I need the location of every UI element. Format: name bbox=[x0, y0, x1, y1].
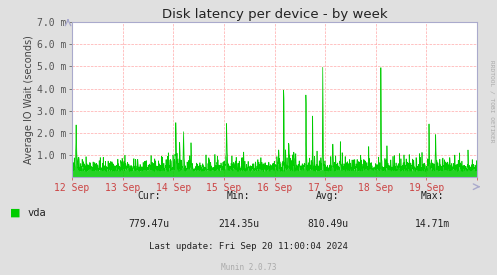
Text: vda: vda bbox=[27, 208, 46, 218]
Text: 214.35u: 214.35u bbox=[218, 219, 259, 229]
Text: Last update: Fri Sep 20 11:00:04 2024: Last update: Fri Sep 20 11:00:04 2024 bbox=[149, 242, 348, 251]
Text: Avg:: Avg: bbox=[316, 191, 340, 201]
Text: Min:: Min: bbox=[227, 191, 250, 201]
Text: 14.71m: 14.71m bbox=[415, 219, 450, 229]
Text: Max:: Max: bbox=[420, 191, 444, 201]
Text: RRDTOOL / TOBI OETIKER: RRDTOOL / TOBI OETIKER bbox=[490, 60, 495, 143]
Text: Cur:: Cur: bbox=[137, 191, 161, 201]
Title: Disk latency per device - by week: Disk latency per device - by week bbox=[162, 8, 387, 21]
Text: 779.47u: 779.47u bbox=[129, 219, 169, 229]
Y-axis label: Average IO Wait (seconds): Average IO Wait (seconds) bbox=[24, 35, 34, 164]
Text: Munin 2.0.73: Munin 2.0.73 bbox=[221, 263, 276, 272]
Text: ■: ■ bbox=[10, 208, 20, 218]
Text: 810.49u: 810.49u bbox=[308, 219, 348, 229]
